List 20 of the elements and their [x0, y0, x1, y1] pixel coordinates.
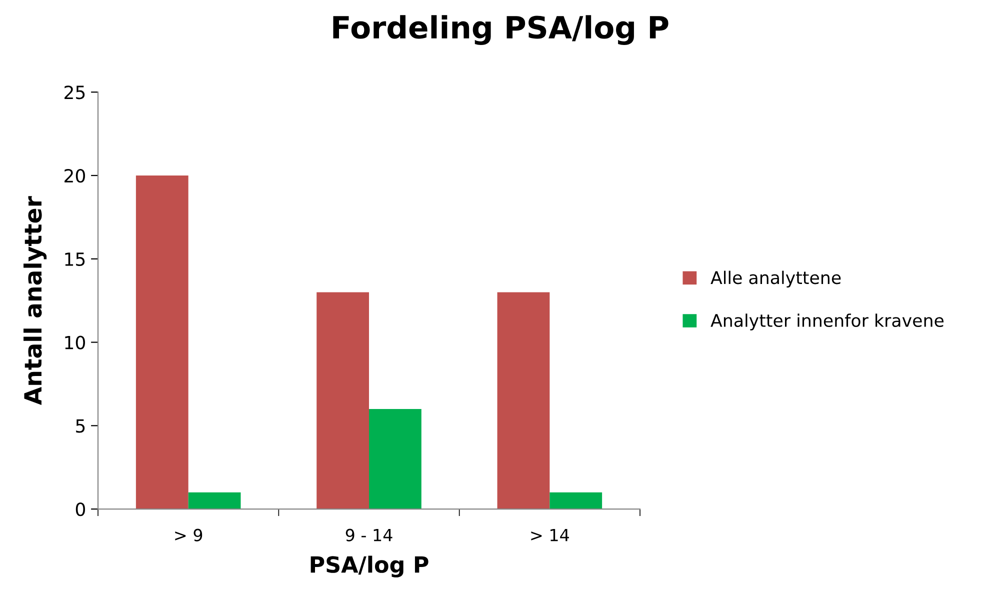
x-tick-label: > 9	[175, 528, 202, 542]
chart-title: Fordeling PSA/log P	[333, 15, 668, 45]
bar	[136, 176, 188, 510]
bar	[369, 408, 422, 510]
y-tick-label: 5	[76, 419, 85, 433]
legend-label: Analytter innenfor kravene	[710, 314, 944, 330]
bar	[550, 492, 602, 510]
legend-label: Alle analyttene	[710, 270, 841, 288]
bar	[316, 292, 369, 510]
bar	[188, 492, 241, 510]
y-tick-label: 0	[76, 502, 85, 516]
y-tick-label: 15	[65, 252, 85, 266]
x-tick-label: 9 - 14	[346, 528, 392, 542]
x-axis-title: PSA/log P	[310, 556, 428, 578]
bar	[497, 292, 550, 510]
y-tick-label: 10	[65, 336, 85, 350]
y-tick-label: 25	[64, 86, 85, 100]
y-tick-label: 20	[64, 168, 85, 183]
y-axis-title: Antall analytter	[24, 196, 47, 406]
x-tick-label: > 14	[531, 528, 569, 542]
